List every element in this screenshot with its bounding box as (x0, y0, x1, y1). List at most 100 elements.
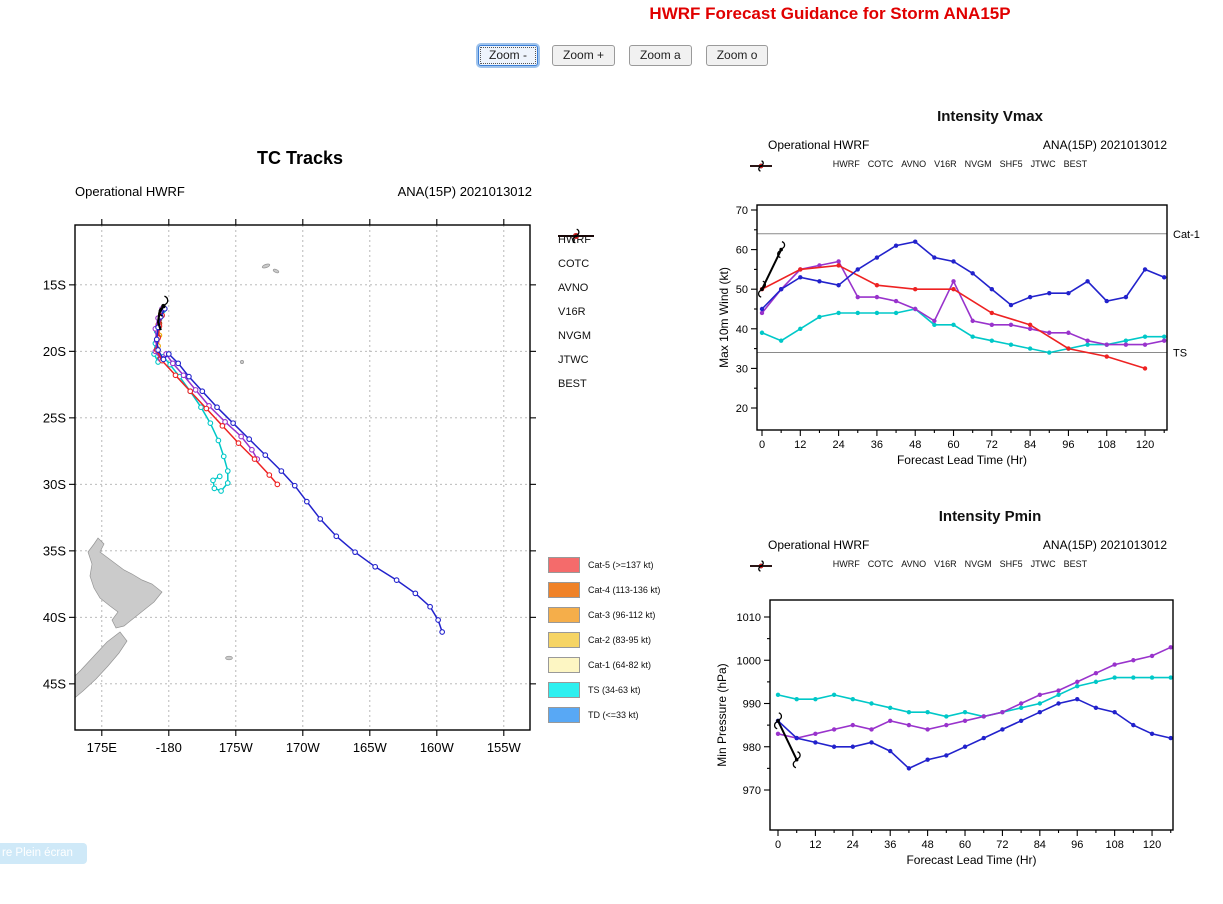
lon-tick-label: -180 (156, 740, 182, 755)
legend-item-cotc: COTC (750, 559, 894, 569)
y-tick-label: 40 (736, 324, 748, 336)
legend-item-nvgm: NVGM (750, 559, 992, 569)
legend-label: HWRF (558, 234, 591, 246)
lat-tick-label: 25S (43, 410, 66, 425)
category-item: TD (<=33 kt) (548, 702, 660, 727)
fullscreen-toast: re Plein écran (0, 843, 87, 864)
cyclone-icon (760, 287, 764, 291)
vmax-legend: HWRF COTC AVNO V16R NVGM SHF5 JTWC BEST (750, 159, 1170, 172)
legend-item-cotc: COTC (558, 233, 594, 276)
vmax-title: Intensity Vmax (937, 108, 1043, 125)
legend-item-best: BEST (750, 559, 1087, 572)
x-tick-label: 48 (909, 439, 921, 451)
category-swatch (548, 656, 580, 673)
cyclone-icon (750, 160, 772, 172)
legend-item-cotc: COTC (750, 159, 894, 169)
legend-item-avno: AVNO (558, 233, 594, 300)
legend-item-best: BEST (558, 228, 594, 396)
cyclone-icon (759, 564, 763, 568)
zoom-out-button[interactable]: Zoom - (478, 45, 539, 66)
lon-tick-label: 175E (87, 740, 118, 755)
legend-label: COTC (867, 559, 894, 569)
track-jtwc (153, 312, 281, 488)
legend-item-shf5: SHF5 (750, 559, 1023, 569)
lon-tick-label: 170W (286, 740, 321, 755)
y-tick-label: 1010 (737, 612, 761, 624)
track-hwrf (152, 305, 261, 462)
category-item: Cat-3 (96-112 kt) (548, 602, 660, 627)
model-legend: HWRF COTC AVNO V16R NVGM JTWC BEST (558, 228, 594, 396)
legend-label: COTC (867, 159, 894, 169)
legend-item-best: BEST (750, 159, 1087, 172)
x-tick-label: 24 (832, 439, 844, 451)
pmin-title: Intensity Pmin (938, 508, 1042, 525)
lat-tick-label: 35S (43, 543, 66, 558)
x-tick-label: 120 (1143, 839, 1161, 851)
x-tick-label: 24 (847, 839, 859, 851)
x-tick-label: 36 (884, 839, 896, 851)
zoom-in-button[interactable]: Zoom + (552, 45, 616, 66)
legend-label: NVGM (964, 159, 992, 169)
lat-tick-label: 15S (43, 277, 66, 292)
legend-item-v16r: V16R (750, 159, 957, 169)
zoom-toolbar: Zoom - Zoom + Zoom a Zoom o (478, 45, 769, 66)
zoom-original-button[interactable]: Zoom o (705, 45, 769, 66)
legend-label: SHF5 (999, 159, 1023, 169)
vmax-subtitle-storm: ANA(15P) 2021013012 (1042, 138, 1167, 152)
x-tick-label: 96 (1062, 439, 1074, 451)
x-tick-label: 108 (1098, 439, 1116, 451)
category-label: Cat-4 (113-136 kt) (588, 584, 661, 595)
cyclone-icon (776, 719, 780, 723)
intensity-vmax-panel: Intensity Vmax Operational HWRF ANA(15P)… (700, 100, 1223, 495)
series-hwrf (775, 645, 1173, 741)
category-swatch (548, 706, 580, 723)
cyclone-icon (558, 228, 594, 244)
page-title: HWRF Forecast Guidance for Storm ANA15P (649, 4, 1011, 23)
lon-tick-label: 175W (219, 740, 254, 755)
cyclone-icon (574, 234, 578, 238)
y-tick-label: 30 (736, 363, 748, 375)
tracks-title: TC Tracks (256, 148, 344, 168)
islet (261, 263, 271, 269)
lon-tick-label: 155W (487, 740, 522, 755)
tc-tracks-panel: TC Tracks Operational HWRF ANA(15P) 2021… (20, 140, 710, 850)
x-tick-label: 72 (986, 439, 998, 451)
y-tick-label: 50 (736, 284, 748, 296)
x-tick-label: 96 (1071, 839, 1083, 851)
category-item: Cat-2 (83-95 kt) (548, 627, 660, 652)
legend-item-hwrf: HWRF (750, 159, 860, 169)
legend-label: HWRF (832, 559, 860, 569)
zoom-auto-button[interactable]: Zoom a (629, 45, 692, 66)
legend-item-hwrf: HWRF (750, 559, 860, 569)
y-tick-label: 990 (743, 699, 761, 711)
intensity-pmin-panel: Intensity Pmin Operational HWRF ANA(15P)… (700, 500, 1223, 904)
legend-item-nvgm: NVGM (750, 159, 992, 169)
cyclone-icon (779, 247, 783, 252)
lat-tick-label: 30S (43, 477, 66, 492)
islet (240, 360, 244, 364)
series-best (757, 240, 786, 298)
legend-label: COTC (558, 258, 590, 270)
y-tick-label: 1000 (737, 655, 761, 667)
legend-label: HWRF (832, 159, 860, 169)
tracks-subtitle-storm: ANA(15P) 2021013012 (397, 184, 532, 199)
series-hwrf (759, 259, 1167, 347)
map-area (75, 225, 530, 730)
y-axis-title: Min Pressure (hPa) (715, 663, 729, 766)
x-axis-title: Forecast Lead Time (Hr) (897, 453, 1027, 467)
track-best (156, 295, 169, 331)
category-item: Cat-5 (>=137 kt) (548, 552, 660, 577)
legend-item-jtwc: JTWC (750, 159, 1056, 169)
legend-item-jtwc: JTWC (750, 559, 1056, 569)
legend-item-avno: AVNO (750, 159, 926, 169)
landmass (87, 537, 163, 629)
x-tick-label: 120 (1136, 439, 1154, 451)
category-swatch (548, 606, 580, 623)
legend-label: V16R (558, 306, 586, 318)
x-tick-label: 60 (959, 839, 971, 851)
y-tick-label: 970 (743, 785, 761, 797)
y-tick-label: 70 (736, 205, 748, 217)
legend-item-shf5: SHF5 (750, 159, 1023, 169)
y-tick-label: 20 (736, 403, 748, 415)
tc-tracks-map: 175E -180 175W 170W 165W 160W 155W 15S 20S 25S 30S… (43, 219, 536, 755)
